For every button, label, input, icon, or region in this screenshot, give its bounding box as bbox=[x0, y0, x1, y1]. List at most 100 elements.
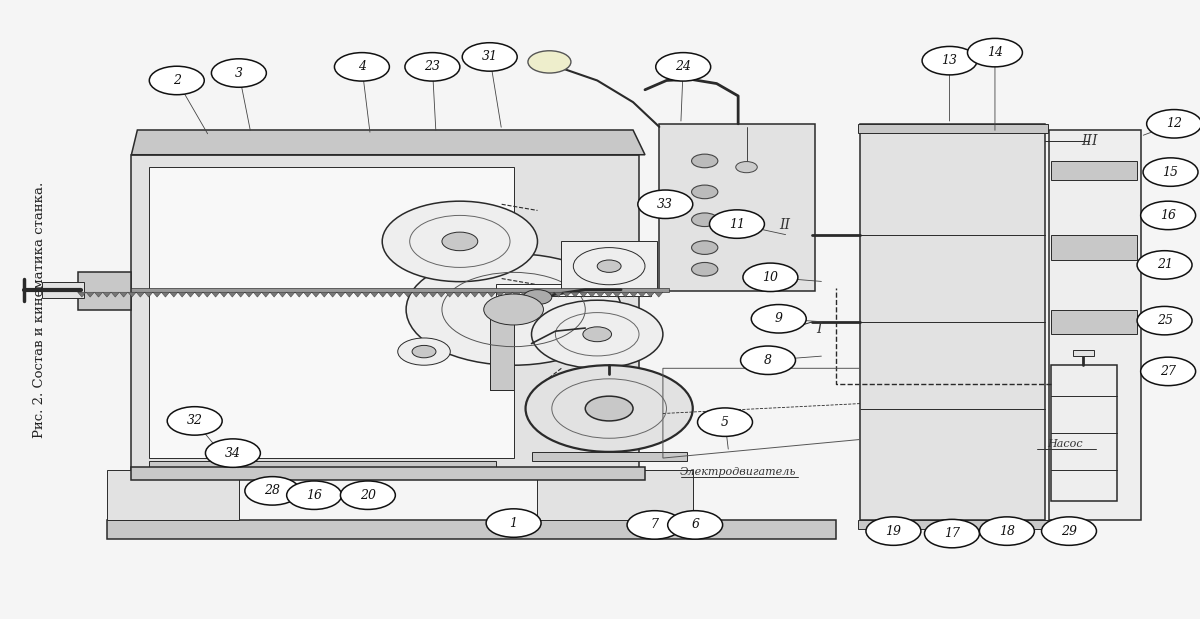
Text: Электродвигатель: Электродвигатель bbox=[680, 467, 797, 477]
Circle shape bbox=[167, 407, 222, 435]
Polygon shape bbox=[412, 292, 420, 297]
Circle shape bbox=[1144, 158, 1198, 186]
Text: 13: 13 bbox=[942, 54, 958, 67]
Circle shape bbox=[397, 338, 450, 365]
Circle shape bbox=[245, 477, 300, 505]
Polygon shape bbox=[211, 292, 220, 297]
Polygon shape bbox=[596, 292, 605, 297]
Polygon shape bbox=[354, 292, 362, 297]
Polygon shape bbox=[371, 292, 379, 297]
Polygon shape bbox=[860, 124, 1045, 520]
Circle shape bbox=[638, 190, 692, 219]
Polygon shape bbox=[304, 292, 312, 297]
Circle shape bbox=[496, 300, 532, 319]
Polygon shape bbox=[320, 292, 329, 297]
Polygon shape bbox=[78, 288, 668, 292]
Polygon shape bbox=[120, 292, 128, 297]
Polygon shape bbox=[546, 292, 554, 297]
Circle shape bbox=[740, 346, 796, 374]
Polygon shape bbox=[346, 292, 354, 297]
Polygon shape bbox=[395, 292, 403, 297]
Text: 24: 24 bbox=[676, 60, 691, 74]
Text: Рис. 2. Состав и кинематика станка.: Рис. 2. Состав и кинематика станка. bbox=[32, 181, 46, 438]
Polygon shape bbox=[1051, 235, 1138, 260]
Circle shape bbox=[335, 53, 389, 81]
Polygon shape bbox=[194, 292, 203, 297]
Polygon shape bbox=[538, 292, 546, 297]
Polygon shape bbox=[136, 292, 144, 297]
Circle shape bbox=[691, 213, 718, 227]
Polygon shape bbox=[95, 292, 103, 297]
Circle shape bbox=[667, 511, 722, 539]
Circle shape bbox=[967, 38, 1022, 67]
Circle shape bbox=[1138, 306, 1192, 335]
Polygon shape bbox=[1051, 365, 1117, 501]
Polygon shape bbox=[278, 292, 287, 297]
Circle shape bbox=[1138, 251, 1192, 279]
Polygon shape bbox=[253, 292, 262, 297]
Polygon shape bbox=[149, 167, 514, 458]
Polygon shape bbox=[490, 303, 514, 390]
Text: 5: 5 bbox=[721, 415, 730, 429]
Polygon shape bbox=[487, 292, 496, 297]
Polygon shape bbox=[78, 292, 86, 297]
Text: 17: 17 bbox=[944, 527, 960, 540]
Circle shape bbox=[598, 260, 622, 272]
Polygon shape bbox=[437, 292, 445, 297]
Text: 14: 14 bbox=[986, 46, 1003, 59]
Circle shape bbox=[1141, 201, 1195, 230]
Circle shape bbox=[691, 185, 718, 199]
Text: II: II bbox=[779, 218, 791, 232]
Text: 15: 15 bbox=[1163, 165, 1178, 179]
Polygon shape bbox=[554, 292, 563, 297]
Text: 3: 3 bbox=[235, 66, 242, 80]
Circle shape bbox=[287, 481, 342, 509]
Circle shape bbox=[523, 290, 552, 305]
Polygon shape bbox=[337, 292, 346, 297]
Polygon shape bbox=[454, 292, 462, 297]
Text: 8: 8 bbox=[764, 353, 772, 367]
Polygon shape bbox=[103, 292, 112, 297]
Polygon shape bbox=[169, 292, 178, 297]
Polygon shape bbox=[646, 292, 654, 297]
Circle shape bbox=[922, 46, 977, 75]
Text: 4: 4 bbox=[358, 60, 366, 74]
Polygon shape bbox=[379, 292, 386, 297]
Text: 29: 29 bbox=[1061, 524, 1078, 538]
Polygon shape bbox=[262, 292, 270, 297]
Polygon shape bbox=[538, 470, 692, 520]
Circle shape bbox=[655, 53, 710, 81]
Polygon shape bbox=[858, 124, 1048, 133]
Polygon shape bbox=[131, 155, 640, 470]
Text: 16: 16 bbox=[1160, 209, 1176, 222]
Polygon shape bbox=[203, 292, 211, 297]
Polygon shape bbox=[588, 292, 596, 297]
Polygon shape bbox=[186, 292, 194, 297]
Circle shape bbox=[979, 517, 1034, 545]
Polygon shape bbox=[131, 467, 644, 480]
Polygon shape bbox=[149, 461, 496, 470]
Polygon shape bbox=[144, 292, 152, 297]
Polygon shape bbox=[521, 292, 529, 297]
Polygon shape bbox=[270, 292, 278, 297]
Circle shape bbox=[462, 43, 517, 71]
Text: 25: 25 bbox=[1157, 314, 1172, 327]
Circle shape bbox=[486, 509, 541, 537]
Polygon shape bbox=[462, 292, 470, 297]
Circle shape bbox=[406, 254, 622, 365]
Circle shape bbox=[404, 53, 460, 81]
Polygon shape bbox=[858, 520, 1048, 529]
Polygon shape bbox=[470, 292, 479, 297]
Text: 6: 6 bbox=[691, 518, 700, 532]
Polygon shape bbox=[630, 292, 638, 297]
Circle shape bbox=[583, 327, 612, 342]
Circle shape bbox=[1042, 517, 1097, 545]
Polygon shape bbox=[580, 292, 588, 297]
Polygon shape bbox=[161, 292, 169, 297]
Polygon shape bbox=[128, 292, 136, 297]
Polygon shape bbox=[638, 292, 646, 297]
Text: Насос: Насос bbox=[1048, 439, 1084, 449]
Text: 31: 31 bbox=[481, 50, 498, 64]
Polygon shape bbox=[496, 292, 504, 297]
Polygon shape bbox=[228, 292, 236, 297]
